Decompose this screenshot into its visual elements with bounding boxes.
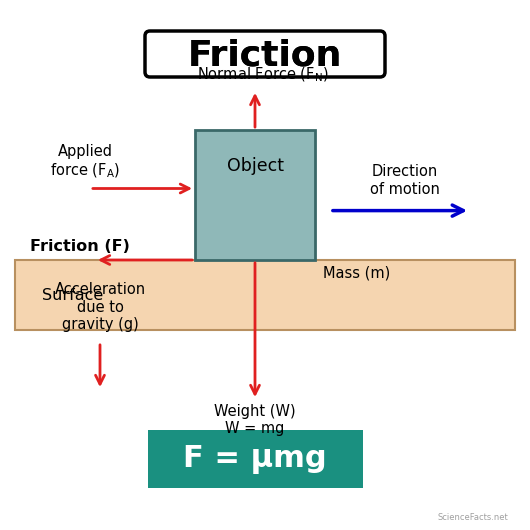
Text: Friction: Friction [188, 38, 342, 72]
Text: Surface: Surface [42, 287, 103, 303]
Text: Friction (F): Friction (F) [30, 239, 130, 254]
Text: F = μmg: F = μmg [183, 445, 327, 473]
Text: Object: Object [226, 157, 284, 175]
Text: Weight (W)
W = mg: Weight (W) W = mg [214, 404, 296, 436]
Bar [195, 130, 315, 260]
Bar [148, 430, 363, 488]
FancyBboxPatch shape [145, 31, 385, 77]
Text: Normal Force ($\mathregular{F_N}$): Normal Force ($\mathregular{F_N}$) [197, 66, 329, 84]
Text: Acceleration
due to
gravity (g): Acceleration due to gravity (g) [55, 282, 146, 332]
Text: Friction: Friction [188, 38, 342, 72]
Text: Mass (m): Mass (m) [323, 265, 390, 280]
Text: Applied
force ($\mathregular{F_A}$): Applied force ($\mathregular{F_A}$) [50, 144, 120, 181]
Text: Direction
of motion: Direction of motion [370, 164, 440, 197]
Bar [15, 260, 515, 330]
Text: ScienceFacts.net: ScienceFacts.net [437, 513, 508, 522]
